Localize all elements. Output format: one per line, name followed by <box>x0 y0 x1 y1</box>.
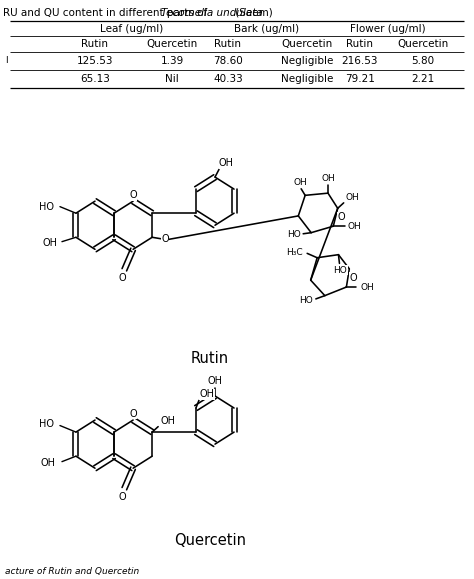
Text: HO: HO <box>334 266 347 274</box>
Text: Rutin: Rutin <box>215 39 241 49</box>
Text: HO: HO <box>299 295 313 305</box>
Text: OH: OH <box>219 158 234 168</box>
Text: O: O <box>118 273 126 283</box>
Text: Rutin: Rutin <box>191 351 229 367</box>
Text: 2.21: 2.21 <box>411 74 435 84</box>
Text: Tecomella undulata: Tecomella undulata <box>161 8 263 18</box>
Text: Flower (ug/ml): Flower (ug/ml) <box>350 24 426 34</box>
Text: Quercetin: Quercetin <box>146 39 198 49</box>
Text: Negligible: Negligible <box>281 56 333 66</box>
Text: H₃C: H₃C <box>286 248 303 256</box>
Text: Bark (ug/ml): Bark (ug/ml) <box>235 24 300 34</box>
Text: OH: OH <box>293 178 307 186</box>
Text: OH: OH <box>208 376 222 386</box>
Text: Quercetin: Quercetin <box>282 39 333 49</box>
Text: OH: OH <box>347 222 361 230</box>
Text: 125.53: 125.53 <box>77 56 113 66</box>
Text: Leaf (ug/ml): Leaf (ug/ml) <box>100 24 164 34</box>
Text: HO: HO <box>39 419 54 430</box>
Text: O: O <box>161 234 169 244</box>
Text: Quercetin: Quercetin <box>174 533 246 548</box>
Text: O: O <box>129 409 137 419</box>
Text: OH: OH <box>200 389 215 400</box>
Text: Rutin: Rutin <box>346 39 374 49</box>
Text: OH: OH <box>360 283 374 292</box>
Text: HO: HO <box>287 230 301 239</box>
Text: OH: OH <box>41 458 56 468</box>
Text: 40.33: 40.33 <box>213 74 243 84</box>
Text: O: O <box>118 492 126 503</box>
Text: 65.13: 65.13 <box>80 74 110 84</box>
Text: OH: OH <box>346 193 359 201</box>
Text: acture of Rutin and Quercetin: acture of Rutin and Quercetin <box>5 567 139 576</box>
Text: 78.60: 78.60 <box>213 56 243 66</box>
Text: Nil: Nil <box>165 74 179 84</box>
Text: 1.39: 1.39 <box>160 56 183 66</box>
Text: RU and QU content in different parts of: RU and QU content in different parts of <box>3 8 210 18</box>
Text: Rutin: Rutin <box>82 39 109 49</box>
Text: OH: OH <box>43 238 58 248</box>
Text: HO: HO <box>39 201 54 212</box>
Text: OH: OH <box>321 174 335 184</box>
Text: I: I <box>5 56 7 65</box>
Text: (Seem): (Seem) <box>232 8 273 18</box>
Text: O: O <box>129 190 137 200</box>
Text: 216.53: 216.53 <box>342 56 378 66</box>
Text: Quercetin: Quercetin <box>397 39 448 49</box>
Text: O: O <box>337 212 345 222</box>
Text: 5.80: 5.80 <box>411 56 435 66</box>
Text: Negligible: Negligible <box>281 74 333 84</box>
Text: OH: OH <box>160 416 175 426</box>
Text: 79.21: 79.21 <box>345 74 375 84</box>
Text: O: O <box>350 273 357 283</box>
